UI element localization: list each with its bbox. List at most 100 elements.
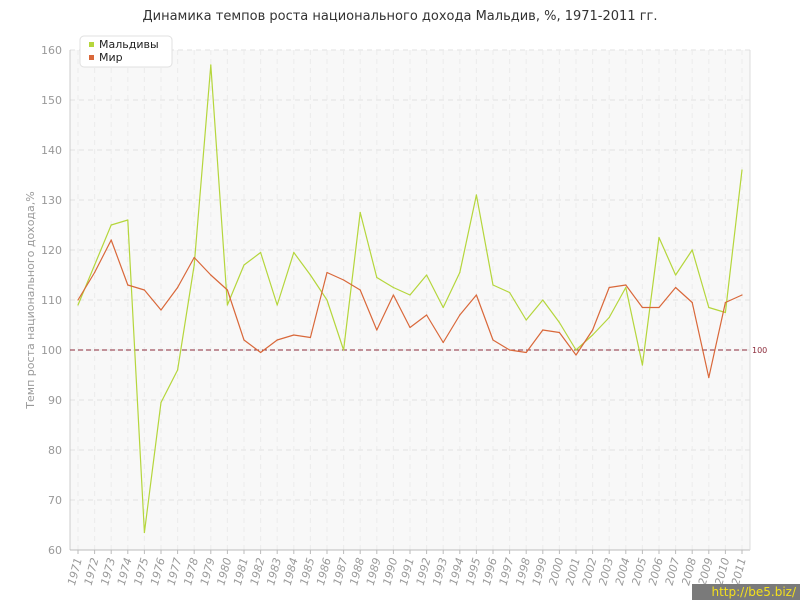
data-point xyxy=(708,376,710,379)
y-tick-label: 150 xyxy=(41,94,62,107)
data-point xyxy=(741,169,743,171)
data-point xyxy=(160,309,162,311)
data-point xyxy=(276,304,278,306)
y-tick-label: 60 xyxy=(48,544,62,557)
data-point xyxy=(94,264,96,266)
data-point xyxy=(326,271,328,274)
data-point xyxy=(426,314,428,316)
data-point xyxy=(243,339,245,341)
data-point xyxy=(641,364,644,366)
y-tick-label: 160 xyxy=(41,44,62,57)
data-point xyxy=(658,306,660,309)
data-point xyxy=(392,286,394,289)
data-point xyxy=(293,251,295,254)
x-tick-label: 2011 xyxy=(729,556,749,586)
data-point xyxy=(509,291,511,294)
data-point xyxy=(608,286,610,289)
data-point xyxy=(608,316,610,319)
data-point xyxy=(592,334,594,336)
legend-label: Мир xyxy=(99,51,123,64)
data-point xyxy=(243,264,245,266)
data-point xyxy=(293,334,295,336)
data-point xyxy=(492,339,494,341)
y-tick-label: 100 xyxy=(41,344,62,357)
data-point xyxy=(575,354,577,356)
data-point xyxy=(193,256,195,259)
data-point xyxy=(426,274,428,276)
data-point xyxy=(110,224,112,226)
data-point xyxy=(127,219,129,221)
data-point xyxy=(542,299,544,301)
data-point xyxy=(376,276,378,279)
y-tick-label: 130 xyxy=(41,194,62,207)
data-point xyxy=(343,349,345,351)
chart-title: Динамика темпов роста национального дохо… xyxy=(142,9,658,24)
legend-marker xyxy=(89,55,94,60)
y-tick-label: 140 xyxy=(41,144,62,157)
data-point xyxy=(326,299,328,301)
data-point xyxy=(658,236,660,239)
legend-label: Мальдивы xyxy=(99,38,159,51)
data-point xyxy=(492,284,494,286)
data-point xyxy=(127,284,129,286)
data-point xyxy=(210,64,212,66)
data-point xyxy=(110,239,112,241)
data-point xyxy=(343,279,345,281)
data-point xyxy=(94,271,96,274)
y-axis-title: Темп роста национального дохода,% xyxy=(24,191,37,409)
data-point xyxy=(442,341,444,344)
y-tick-label: 80 xyxy=(48,444,62,457)
data-point xyxy=(691,301,693,304)
data-point xyxy=(475,194,477,196)
y-tick-label: 110 xyxy=(41,294,62,307)
data-point xyxy=(409,326,411,329)
data-point xyxy=(724,311,727,314)
y-tick-label: 120 xyxy=(41,244,62,257)
data-point xyxy=(359,289,361,291)
data-point xyxy=(525,319,527,321)
data-point xyxy=(691,249,693,251)
y-tick-label: 90 xyxy=(48,394,62,407)
data-point xyxy=(260,351,262,354)
legend-box xyxy=(79,35,173,68)
data-point xyxy=(509,349,511,351)
data-point xyxy=(143,289,145,291)
data-point xyxy=(409,294,411,296)
data-point xyxy=(442,306,444,309)
data-point xyxy=(226,289,228,291)
data-point xyxy=(641,306,644,309)
data-point xyxy=(724,301,727,304)
data-point xyxy=(193,264,195,266)
data-point xyxy=(525,351,527,354)
data-point xyxy=(558,331,561,334)
data-point xyxy=(376,329,378,331)
data-point xyxy=(309,274,311,276)
data-point xyxy=(260,251,262,254)
data-point xyxy=(708,306,710,309)
watermark-link[interactable]: http://be5.biz/ xyxy=(692,584,800,600)
data-point xyxy=(625,284,627,286)
data-point xyxy=(359,211,361,214)
data-point xyxy=(475,294,477,296)
reference-line-label: 100 xyxy=(752,346,767,355)
legend-marker xyxy=(89,42,94,47)
data-point xyxy=(143,531,145,534)
data-point xyxy=(177,369,179,371)
data-point xyxy=(675,286,677,289)
data-point xyxy=(575,349,577,351)
data-point xyxy=(160,401,162,404)
data-point xyxy=(309,336,311,339)
data-point xyxy=(177,286,179,289)
data-point xyxy=(558,321,561,324)
y-tick-label: 70 xyxy=(48,494,62,507)
data-point xyxy=(276,339,278,341)
data-point xyxy=(77,299,79,301)
data-point xyxy=(226,304,228,306)
data-point xyxy=(210,274,212,276)
data-point xyxy=(592,329,594,331)
data-point xyxy=(459,271,461,274)
data-point xyxy=(741,294,743,296)
data-point xyxy=(542,329,544,331)
data-point xyxy=(392,294,394,296)
